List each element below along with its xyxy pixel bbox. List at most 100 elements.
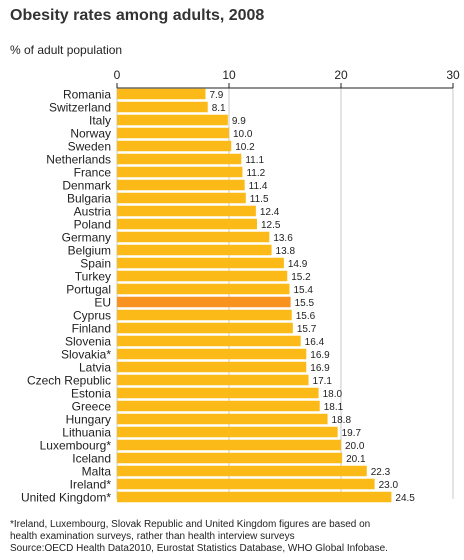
category-label: France — [74, 166, 112, 180]
category-label: Slovenia — [65, 335, 111, 349]
bar — [117, 413, 328, 425]
axis-label: % of adult population — [10, 43, 123, 57]
value-label: 22.3 — [371, 467, 391, 478]
category-label: Italy — [89, 114, 111, 128]
bar — [117, 374, 309, 386]
bar — [117, 244, 272, 256]
tick-label: 30 — [446, 68, 460, 82]
bar — [117, 309, 292, 321]
value-label: 12.4 — [260, 207, 280, 218]
category-label: Austria — [74, 205, 112, 219]
category-label: Sweden — [68, 140, 111, 154]
bar — [117, 348, 307, 360]
bar — [117, 296, 291, 308]
value-label: 16.4 — [305, 337, 325, 348]
value-label: 8.1 — [212, 103, 226, 114]
value-label: 15.7 — [297, 324, 317, 335]
bar — [117, 114, 228, 126]
value-label: 13.8 — [276, 246, 296, 257]
bar — [117, 127, 229, 139]
category-label: Slovakia* — [61, 348, 111, 362]
value-label: 15.2 — [291, 272, 311, 283]
category-label: Malta — [82, 465, 112, 479]
tick-label: 20 — [334, 68, 348, 82]
bar — [117, 257, 284, 269]
value-label: 11.4 — [249, 181, 268, 192]
bar — [117, 192, 246, 204]
value-label: 12.5 — [261, 220, 281, 231]
bar — [117, 101, 208, 113]
category-label: Netherlands — [46, 153, 111, 167]
chart-title: Obesity rates among adults, 2008 — [10, 7, 265, 24]
source-note: Source:OECD Health Data2010, Eurostat St… — [10, 543, 388, 554]
bar — [117, 491, 392, 503]
bar — [117, 218, 257, 230]
bar — [117, 166, 243, 178]
value-label: 18.1 — [324, 402, 344, 413]
value-label: 20.0 — [345, 441, 365, 452]
category-label: Germany — [62, 231, 111, 245]
category-label: Greece — [72, 400, 112, 414]
category-label: Romania — [63, 88, 111, 102]
bar-chart: 0 10 20 30 Romania 7.9 Switzerland 8.1 Italy 9.9 N… — [21, 68, 460, 505]
value-label: 16.9 — [310, 363, 330, 374]
category-label: Czech Republic — [27, 374, 111, 388]
bar — [117, 153, 242, 165]
bar — [117, 387, 319, 399]
category-label: Hungary — [66, 413, 111, 427]
category-label: Switzerland — [49, 101, 111, 115]
tick-label: 0 — [114, 68, 121, 82]
bar — [117, 140, 232, 152]
bar — [117, 205, 256, 217]
value-label: 14.9 — [288, 259, 308, 270]
value-label: 13.6 — [273, 233, 293, 244]
bar — [117, 88, 206, 100]
value-label: 15.4 — [293, 285, 313, 296]
category-label: Denmark — [62, 179, 112, 193]
tick-label: 10 — [222, 68, 236, 82]
bar — [117, 452, 343, 464]
category-label: Estonia — [71, 387, 111, 401]
value-label: 11.5 — [250, 194, 269, 205]
category-label: Spain — [80, 257, 111, 271]
bar — [117, 478, 375, 490]
category-label: Norway — [70, 127, 111, 141]
value-label: 18.8 — [332, 415, 352, 426]
value-label: 7.9 — [209, 90, 223, 101]
footnote-line-1: *Ireland, Luxembourg, Slovak Republic an… — [10, 519, 371, 530]
value-label: 19.7 — [342, 428, 362, 439]
category-label: Bulgaria — [67, 192, 111, 206]
value-label: 15.5 — [295, 298, 315, 309]
bar — [117, 335, 301, 347]
bar — [117, 270, 288, 282]
value-label: 11.2 — [246, 168, 265, 179]
category-label: EU — [94, 296, 111, 310]
value-label: 18.0 — [323, 389, 343, 400]
bar — [117, 231, 270, 243]
bar — [117, 439, 341, 451]
value-label: 11.1 — [245, 155, 264, 166]
bar — [117, 426, 338, 438]
value-label: 23.0 — [379, 480, 399, 491]
category-label: Finland — [72, 322, 111, 336]
value-label: 10.2 — [235, 142, 255, 153]
category-label: Luxembourg* — [40, 439, 112, 453]
value-label: 15.6 — [296, 311, 316, 322]
bar — [117, 465, 367, 477]
value-label: 24.5 — [395, 493, 415, 504]
value-label: 20.1 — [346, 454, 366, 465]
category-label: Iceland — [72, 452, 111, 466]
value-label: 10.0 — [233, 129, 253, 140]
bar — [117, 283, 290, 295]
category-label: Portugal — [66, 283, 111, 297]
footnote-line-2: health examination surveys, rather than … — [10, 531, 295, 542]
category-label: Latvia — [79, 361, 111, 375]
value-label: 17.1 — [313, 376, 333, 387]
value-label: 16.9 — [310, 350, 330, 361]
category-label: United Kingdom* — [21, 491, 111, 505]
bar — [117, 361, 307, 373]
category-label: Poland — [74, 218, 111, 232]
category-label: Turkey — [75, 270, 111, 284]
category-label: Belgium — [68, 244, 111, 258]
category-label: Cyprus — [73, 309, 111, 323]
